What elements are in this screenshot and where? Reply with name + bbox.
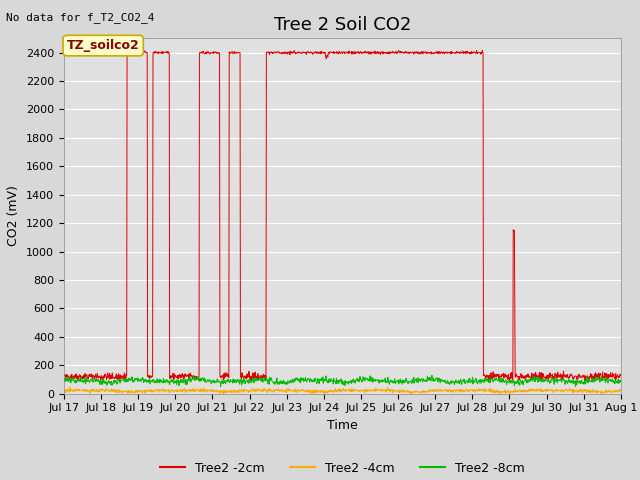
Tree2 -8cm <box>429 375 437 381</box>
Line: Tree2 -2cm: Tree2 -2cm <box>64 50 621 383</box>
Tree2 -4cm <box>219 391 227 396</box>
Tree2 -2cm <box>171 374 179 380</box>
Line: Tree2 -4cm: Tree2 -4cm <box>64 387 621 394</box>
X-axis label: Time: Time <box>327 419 358 432</box>
Tree2 -2cm <box>246 377 254 383</box>
Line: Tree2 -8cm: Tree2 -8cm <box>64 375 621 386</box>
Tree2 -8cm <box>617 377 625 383</box>
Tree2 -4cm <box>502 388 510 394</box>
Tree2 -4cm <box>184 387 192 393</box>
Tree2 -2cm <box>128 48 136 53</box>
Tree2 -2cm <box>60 372 68 378</box>
Tree2 -4cm <box>429 388 437 394</box>
Text: TZ_soilco2: TZ_soilco2 <box>67 39 140 52</box>
Tree2 -8cm <box>217 384 225 389</box>
Tree2 -8cm <box>60 377 68 383</box>
Tree2 -2cm <box>429 50 437 56</box>
Tree2 -8cm <box>552 378 559 384</box>
Tree2 -2cm <box>617 372 625 378</box>
Y-axis label: CO2 (mV): CO2 (mV) <box>8 186 20 246</box>
Tree2 -4cm <box>247 389 255 395</box>
Text: No data for f_T2_CO2_4: No data for f_T2_CO2_4 <box>6 12 155 23</box>
Legend: Tree2 -2cm, Tree2 -4cm, Tree2 -8cm: Tree2 -2cm, Tree2 -4cm, Tree2 -8cm <box>156 456 529 480</box>
Tree2 -8cm <box>170 379 178 385</box>
Tree2 -8cm <box>246 379 254 385</box>
Title: Tree 2 Soil CO2: Tree 2 Soil CO2 <box>274 16 411 34</box>
Tree2 -8cm <box>184 376 191 382</box>
Tree2 -8cm <box>428 372 436 378</box>
Tree2 -4cm <box>66 384 74 390</box>
Tree2 -4cm <box>60 389 68 395</box>
Tree2 -8cm <box>502 380 510 385</box>
Tree2 -4cm <box>171 388 179 394</box>
Tree2 -2cm <box>502 372 510 378</box>
Tree2 -2cm <box>486 380 494 385</box>
Tree2 -4cm <box>617 388 625 394</box>
Tree2 -4cm <box>552 388 559 394</box>
Tree2 -2cm <box>184 372 192 378</box>
Tree2 -2cm <box>552 372 559 378</box>
